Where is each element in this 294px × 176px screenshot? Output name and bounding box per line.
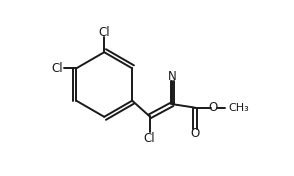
Text: O: O	[191, 127, 200, 140]
Text: Cl: Cl	[98, 26, 110, 39]
Text: Cl: Cl	[51, 62, 63, 75]
Text: O: O	[209, 101, 218, 114]
Text: Cl: Cl	[144, 132, 156, 145]
Text: N: N	[168, 70, 177, 83]
Text: CH₃: CH₃	[228, 103, 249, 113]
